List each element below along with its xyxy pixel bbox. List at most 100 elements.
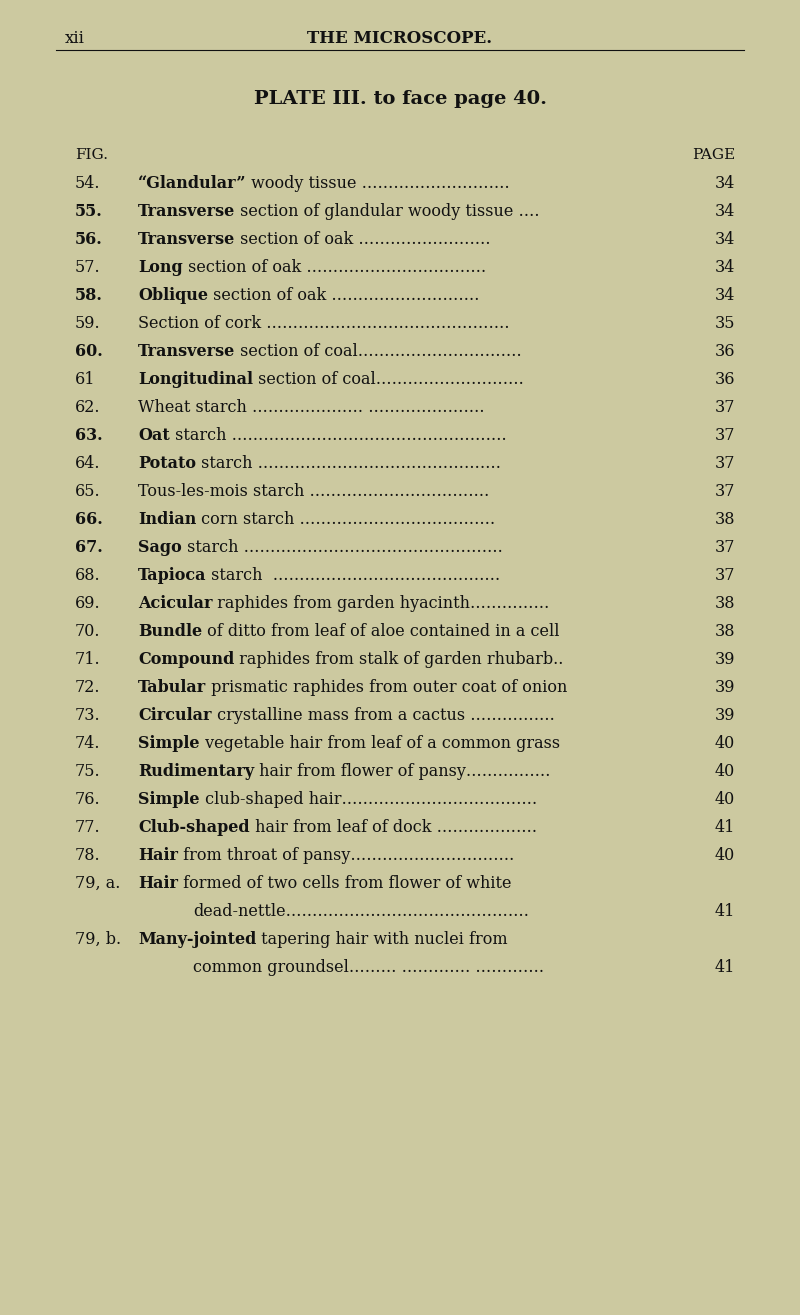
Text: 36: 36 xyxy=(714,371,735,388)
Text: 37: 37 xyxy=(714,567,735,584)
Text: 72.: 72. xyxy=(75,679,101,696)
Text: 39: 39 xyxy=(714,679,735,696)
Text: 61: 61 xyxy=(75,371,95,388)
Text: 41: 41 xyxy=(714,819,735,836)
Text: 40: 40 xyxy=(714,792,735,807)
Text: 39: 39 xyxy=(714,651,735,668)
Text: 38: 38 xyxy=(714,623,735,640)
Text: Rudimentary: Rudimentary xyxy=(138,763,254,780)
Text: crystalline mass from a cactus …………….: crystalline mass from a cactus ……………. xyxy=(211,707,554,725)
Text: Longitudinal: Longitudinal xyxy=(138,371,253,388)
Text: vegetable hair from leaf of a common grass: vegetable hair from leaf of a common gra… xyxy=(199,735,560,752)
Text: 37: 37 xyxy=(714,398,735,416)
Text: “Glandular”: “Glandular” xyxy=(138,175,246,192)
Text: Oblique: Oblique xyxy=(138,287,208,304)
Text: Tous-les-mois starch …………………………….: Tous-les-mois starch ……………………………. xyxy=(138,483,490,500)
Text: section of oak …………………….: section of oak ……………………. xyxy=(235,231,490,249)
Text: 37: 37 xyxy=(714,455,735,472)
Text: prismatic raphides from outer coat of onion: prismatic raphides from outer coat of on… xyxy=(206,679,568,696)
Text: Simple: Simple xyxy=(138,735,199,752)
Text: section of coal……………………….: section of coal………………………. xyxy=(253,371,524,388)
Text: 76.: 76. xyxy=(75,792,101,807)
Text: 35: 35 xyxy=(714,316,735,331)
Text: 63.: 63. xyxy=(75,427,102,444)
Text: Transverse: Transverse xyxy=(138,203,235,220)
Text: Club-shaped: Club-shaped xyxy=(138,819,250,836)
Text: 79, b.: 79, b. xyxy=(75,931,121,948)
Text: 37: 37 xyxy=(714,427,735,444)
Text: 78.: 78. xyxy=(75,847,101,864)
Text: 34: 34 xyxy=(714,259,735,276)
Text: club-shaped hair……………………………….: club-shaped hair………………………………. xyxy=(199,792,537,807)
Text: corn starch ……………………………….: corn starch ………………………………. xyxy=(196,512,495,529)
Text: 38: 38 xyxy=(714,512,735,529)
Text: 58.: 58. xyxy=(75,287,103,304)
Text: 57.: 57. xyxy=(75,259,101,276)
Text: 39: 39 xyxy=(714,707,735,725)
Text: Indian: Indian xyxy=(138,512,196,529)
Text: of ditto from leaf of aloe contained in a cell: of ditto from leaf of aloe contained in … xyxy=(202,623,560,640)
Text: Circular: Circular xyxy=(138,707,211,725)
Text: Transverse: Transverse xyxy=(138,231,235,249)
Text: 54.: 54. xyxy=(75,175,101,192)
Text: 60.: 60. xyxy=(75,343,102,360)
Text: 59.: 59. xyxy=(75,316,101,331)
Text: 34: 34 xyxy=(714,203,735,220)
Text: xii: xii xyxy=(65,30,85,47)
Text: tapering hair with nuclei from: tapering hair with nuclei from xyxy=(256,931,508,948)
Text: Potato: Potato xyxy=(138,455,196,472)
Text: Simple: Simple xyxy=(138,792,199,807)
Text: section of glandular woody tissue ….: section of glandular woody tissue …. xyxy=(235,203,540,220)
Text: Hair: Hair xyxy=(138,847,178,864)
Text: 68.: 68. xyxy=(75,567,101,584)
Text: hair from flower of pansy…………….: hair from flower of pansy……………. xyxy=(254,763,550,780)
Text: 64.: 64. xyxy=(75,455,101,472)
Text: 65.: 65. xyxy=(75,483,101,500)
Text: 40: 40 xyxy=(714,763,735,780)
Text: 71.: 71. xyxy=(75,651,101,668)
Text: 62.: 62. xyxy=(75,398,101,416)
Text: PAGE: PAGE xyxy=(692,149,735,162)
Text: Long: Long xyxy=(138,259,182,276)
Text: 37: 37 xyxy=(714,483,735,500)
Text: 36: 36 xyxy=(714,343,735,360)
Text: Wheat starch ………………… ………………….: Wheat starch ………………… …………………. xyxy=(138,398,485,416)
Text: starch ………………………………………….: starch …………………………………………. xyxy=(182,539,502,556)
Text: Many-jointed: Many-jointed xyxy=(138,931,256,948)
Text: Compound: Compound xyxy=(138,651,234,668)
Text: 70.: 70. xyxy=(75,623,101,640)
Text: 34: 34 xyxy=(714,287,735,304)
Text: starch …………………………………………….: starch ……………………………………………. xyxy=(170,427,506,444)
Text: 69.: 69. xyxy=(75,594,101,611)
Text: 34: 34 xyxy=(714,231,735,249)
Text: 79, a.: 79, a. xyxy=(75,874,120,892)
Text: 55.: 55. xyxy=(75,203,102,220)
Text: THE MICROSCOPE.: THE MICROSCOPE. xyxy=(307,30,493,47)
Text: starch ……………………………………….: starch ………………………………………. xyxy=(196,455,501,472)
Text: Tabular: Tabular xyxy=(138,679,206,696)
Text: FIG.: FIG. xyxy=(75,149,108,162)
Text: 73.: 73. xyxy=(75,707,101,725)
Text: Transverse: Transverse xyxy=(138,343,235,360)
Text: starch  …………………………………….: starch ……………………………………. xyxy=(206,567,501,584)
Text: common groundsel……… …………. ………….: common groundsel……… …………. …………. xyxy=(193,959,544,976)
Text: 41: 41 xyxy=(714,959,735,976)
Text: Section of cork ……………………………………….: Section of cork ………………………………………. xyxy=(138,316,510,331)
Text: 38: 38 xyxy=(714,594,735,611)
Text: Bundle: Bundle xyxy=(138,623,202,640)
Text: woody tissue ……………………….: woody tissue ………………………. xyxy=(246,175,510,192)
Text: Hair: Hair xyxy=(138,874,178,892)
Text: 66.: 66. xyxy=(75,512,102,529)
Text: 34: 34 xyxy=(714,175,735,192)
Text: 67.: 67. xyxy=(75,539,102,556)
Text: raphides from stalk of garden rhubarb..: raphides from stalk of garden rhubarb.. xyxy=(234,651,564,668)
Text: 77.: 77. xyxy=(75,819,101,836)
Text: Oat: Oat xyxy=(138,427,170,444)
Text: section of oak ……………………….: section of oak ………………………. xyxy=(208,287,479,304)
Text: 56.: 56. xyxy=(75,231,102,249)
Text: from throat of pansy………………………….: from throat of pansy…………………………. xyxy=(178,847,514,864)
Text: 41: 41 xyxy=(714,903,735,920)
Text: Acicular: Acicular xyxy=(138,594,213,611)
Text: 75.: 75. xyxy=(75,763,101,780)
Text: Sago: Sago xyxy=(138,539,182,556)
